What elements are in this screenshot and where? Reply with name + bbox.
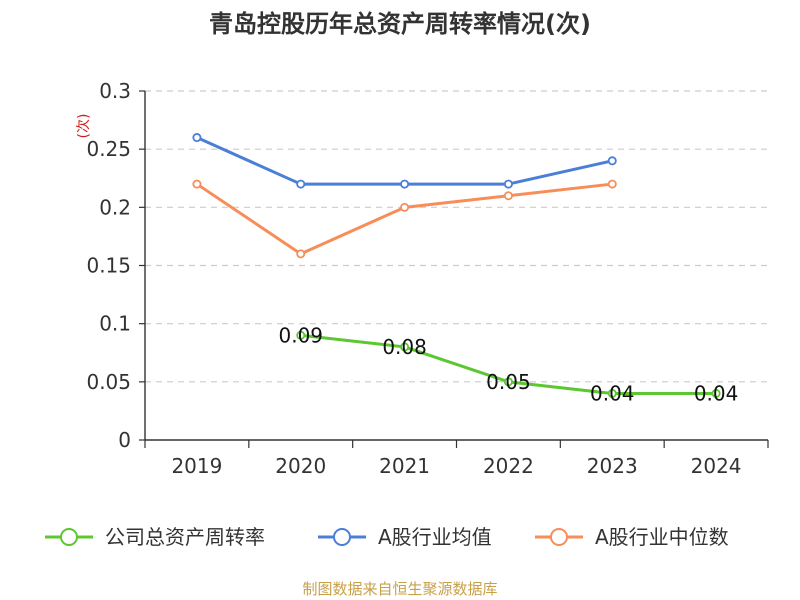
data-label: 0.08 <box>382 335 427 359</box>
data-point <box>607 388 617 398</box>
y-tick-label: 0.05 <box>86 370 131 394</box>
x-tick-label: 2021 <box>379 454 430 478</box>
series-line <box>196 136 613 186</box>
data-label: 0.04 <box>590 381 635 405</box>
x-tick-label: 2022 <box>483 454 534 478</box>
data-source-footer: 制图数据来自恒生聚源数据库 <box>302 580 498 598</box>
data-point <box>607 179 617 189</box>
legend-label: 公司总资产周转率 <box>105 525 265 549</box>
series-layer <box>192 133 721 398</box>
data-point <box>711 388 721 398</box>
y-tick-label: 0.1 <box>99 312 131 336</box>
legend: 公司总资产周转率 A股行业均值 A股行业中位数 <box>45 525 729 549</box>
data-point <box>503 179 513 189</box>
data-point <box>503 377 513 387</box>
data-point <box>296 179 306 189</box>
legend-label: A股行业均值 <box>378 525 492 549</box>
legend-marker <box>550 528 568 546</box>
data-label: 0.09 <box>278 323 323 347</box>
data-point <box>296 330 306 340</box>
series-line <box>196 182 613 256</box>
x-tick-label: 2024 <box>691 454 742 478</box>
y-tick-label: 0.15 <box>86 254 131 278</box>
data-point <box>192 133 202 143</box>
y-tick-label: 0 <box>118 428 131 452</box>
legend-label: A股行业中位数 <box>595 525 729 549</box>
x-tick-label: 2023 <box>587 454 638 478</box>
chart-title: 青岛控股历年总资产周转率情况(次) <box>209 10 591 38</box>
x-tick-label: 2019 <box>171 454 222 478</box>
y-tick-label: 0.25 <box>86 137 131 161</box>
y-tick-label: 0.2 <box>99 195 131 219</box>
data-labels: 0.09 0.08 0.05 0.04 0.04 <box>278 323 738 405</box>
legend-marker <box>333 528 351 546</box>
x-tick-label: 2020 <box>275 454 326 478</box>
data-point <box>400 342 410 352</box>
y-tick-label: 0.3 <box>99 79 131 103</box>
data-point <box>400 202 410 212</box>
data-point <box>607 156 617 166</box>
data-point <box>400 179 410 189</box>
data-point <box>296 249 306 259</box>
axes: 0 0.05 0.1 0.15 0.2 0.25 0.3 2019 2020 2021 2022 20… <box>86 79 769 478</box>
legend-marker <box>60 528 78 546</box>
data-point <box>503 191 513 201</box>
data-point <box>192 179 202 189</box>
data-label: 0.05 <box>486 370 531 394</box>
y-axis-unit-label: (次) <box>76 114 92 139</box>
grid-lines <box>145 90 768 383</box>
data-label: 0.04 <box>694 381 739 405</box>
